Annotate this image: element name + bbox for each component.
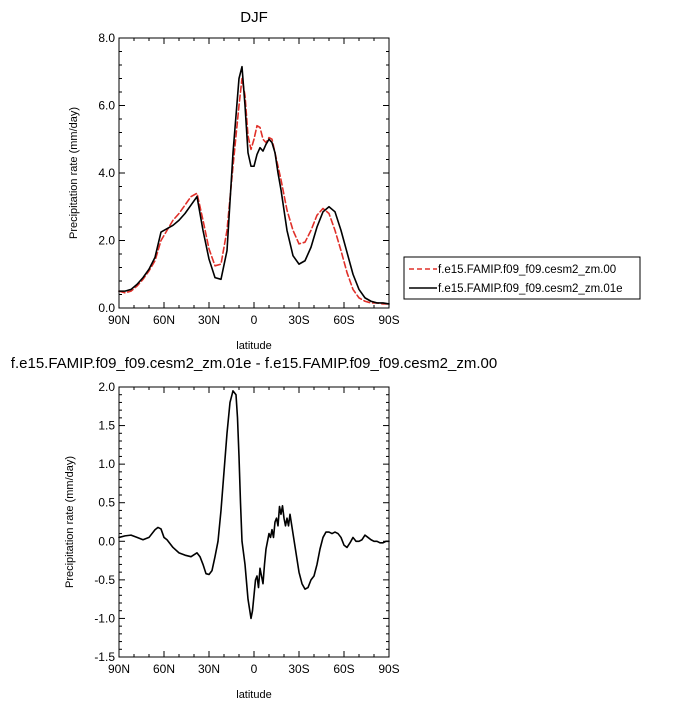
bottom-x-axis-label: latitude [236, 689, 271, 701]
top-x-tick-label: 90N [108, 313, 130, 327]
bottom-plot-frame [118, 386, 390, 658]
bottom-x-tick-label: 90S [378, 662, 399, 676]
bottom-x-tick-label: 30N [198, 662, 220, 676]
top-y-tick-label: 6.0 [98, 99, 115, 113]
top-x-tick-label: 30S [288, 313, 309, 327]
top-y-tick-label: 4.0 [98, 166, 115, 180]
bottom-x-tick-label: 60N [153, 662, 175, 676]
top-x-tick-label: 90S [378, 313, 399, 327]
top-panel: DJF 90N 60N 30N 0 30S 60S 90S 0.0 2.0 4.0 6.0 8.0 l… [68, 9, 400, 352]
top-x-tick-label: 0 [251, 313, 258, 327]
top-x-tick-label: 60S [333, 313, 354, 327]
bottom-y-tick-label: -1.0 [94, 611, 115, 625]
top-y-tick-label: 2.0 [98, 234, 115, 248]
bottom-y-axis-label: Precipitation rate (mm/day) [64, 456, 76, 588]
top-y-tick-label: 8.0 [98, 31, 115, 45]
legend-label-test: f.e15.FAMIP.f09_f09.cesm2_zm.01e [438, 283, 623, 295]
top-x-axis-label: latitude [236, 340, 271, 352]
top-series-line-control [118, 77, 390, 305]
top-plot-frame [118, 37, 390, 309]
bottom-x-tick-label: 90N [108, 662, 130, 676]
bottom-y-tick-label: 1.0 [98, 457, 115, 471]
legend-label-control: f.e15.FAMIP.f09_f09.cesm2_zm.00 [438, 264, 616, 276]
bottom-x-tick-label: 60S [333, 662, 354, 676]
bottom-y-tick-label: 0.0 [98, 534, 115, 548]
legend-box [403, 256, 641, 300]
bottom-y-tick-label: 0.5 [98, 496, 115, 510]
top-x-tick-label: 60N [153, 313, 175, 327]
bottom-panel: f.e15.FAMIP.f09_f09.cesm2_zm.01e - f.e15… [11, 355, 497, 701]
top-y-tick-label: 0.0 [98, 301, 115, 315]
bottom-x-tick-label: 0 [251, 662, 258, 676]
bottom-y-tick-label: -0.5 [94, 573, 115, 587]
bottom-series-line-difference [118, 390, 390, 620]
bottom-x-tick-label: 30S [288, 662, 309, 676]
top-chart-title: DJF [240, 9, 268, 26]
legend: f.e15.FAMIP.f09_f09.cesm2_zm.00 f.e15.FA… [403, 256, 641, 300]
bottom-y-tick-label: 1.5 [98, 419, 115, 433]
bottom-y-tick-label: 2.0 [98, 380, 115, 394]
bottom-chart-title: f.e15.FAMIP.f09_f09.cesm2_zm.01e - f.e15… [11, 355, 497, 372]
top-x-tick-label: 30N [198, 313, 220, 327]
bottom-y-tick-label: -1.5 [94, 650, 115, 664]
top-series-line-test [118, 65, 390, 305]
top-y-axis-label: Precipitation rate (mm/day) [68, 107, 80, 239]
